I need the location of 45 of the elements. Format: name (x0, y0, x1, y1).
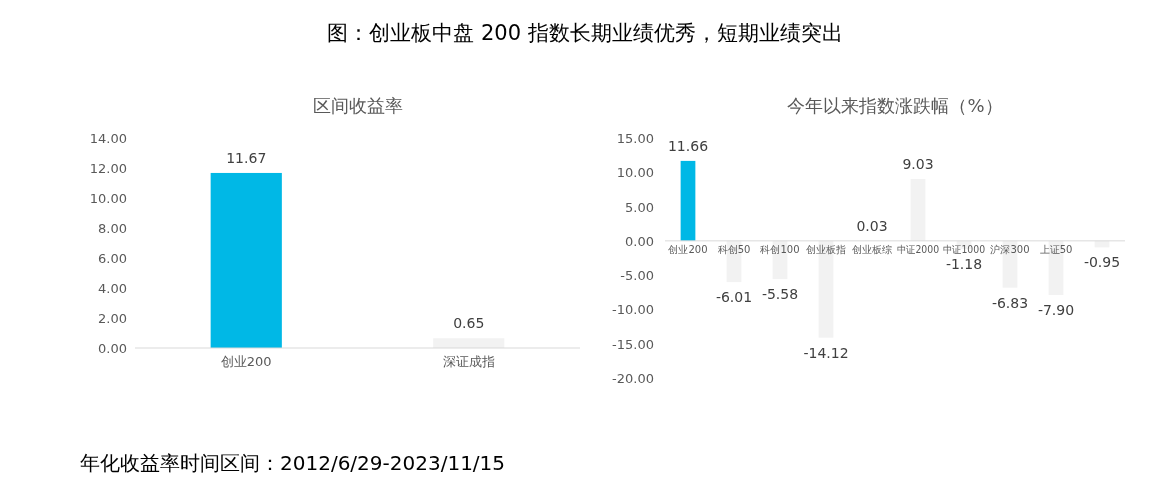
x-tick-label: 上证50 (1039, 243, 1073, 255)
x-tick-label: 科创100 (760, 243, 800, 255)
data-label: -7.90 (1037, 302, 1075, 319)
y-tick-label: 15.00 (616, 131, 654, 146)
data-label: -6.01 (715, 289, 753, 306)
data-label: -1.18 (945, 255, 983, 272)
x-tick-label: 沪深300 (990, 243, 1030, 255)
data-label: -0.95 (1083, 254, 1121, 271)
y-tick-label: 0.00 (98, 341, 127, 356)
y-tick-label: 10.00 (616, 165, 654, 181)
y-tick-label: 12.00 (89, 161, 127, 176)
x-tick-label: 创业板指 (806, 243, 846, 255)
x-tick-label: 中证1000 (942, 243, 989, 255)
data-label: 9.03 (902, 155, 934, 172)
data-label: -6.83 (991, 294, 1029, 311)
text: 图：创业板中盘 200 指数长期业绩优秀，短期业绩突出 (327, 21, 843, 45)
x-tick-label: 中证2000 (896, 243, 943, 255)
data-label: -14.12 (803, 344, 849, 361)
x-tick-label: 创业200 (220, 354, 272, 369)
y-tick-label: 10.00 (89, 191, 127, 206)
y-tick-label: 8.00 (98, 221, 127, 236)
text: 年化收益率时间区间：2012/6/29-2023/11/15 (80, 451, 506, 475)
y-tick-label: 2.00 (98, 311, 127, 326)
y-tick-label: 0.00 (625, 233, 654, 249)
data-label: 0.65 (453, 315, 485, 332)
data-label: 0.03 (856, 217, 888, 234)
y-tick-label: -15.00 (612, 336, 654, 352)
bar (680, 160, 696, 241)
y-tick-label: 5.00 (625, 199, 654, 215)
chart-title: 区间收益率 (312, 95, 403, 116)
y-tick-label: -5.00 (620, 268, 654, 284)
y-tick-label: -20.00 (612, 371, 654, 386)
x-tick-label: 创业200 (668, 243, 708, 255)
bar (910, 178, 926, 241)
y-tick-label: -10.00 (612, 302, 654, 318)
data-label: 11.66 (667, 137, 709, 154)
x-tick-label: 深证成指 (442, 354, 495, 369)
y-tick-label: 14.00 (89, 131, 127, 146)
x-tick-label: 创业板综 (852, 243, 892, 255)
y-tick-label: 4.00 (98, 281, 127, 296)
chart-title: 今年以来指数涨跌幅（%） (787, 95, 1003, 116)
y-tick-label: 6.00 (98, 251, 127, 266)
x-tick-label: 科创50 (717, 243, 751, 255)
data-label: -5.58 (761, 286, 799, 303)
data-label: 11.67 (226, 149, 267, 166)
